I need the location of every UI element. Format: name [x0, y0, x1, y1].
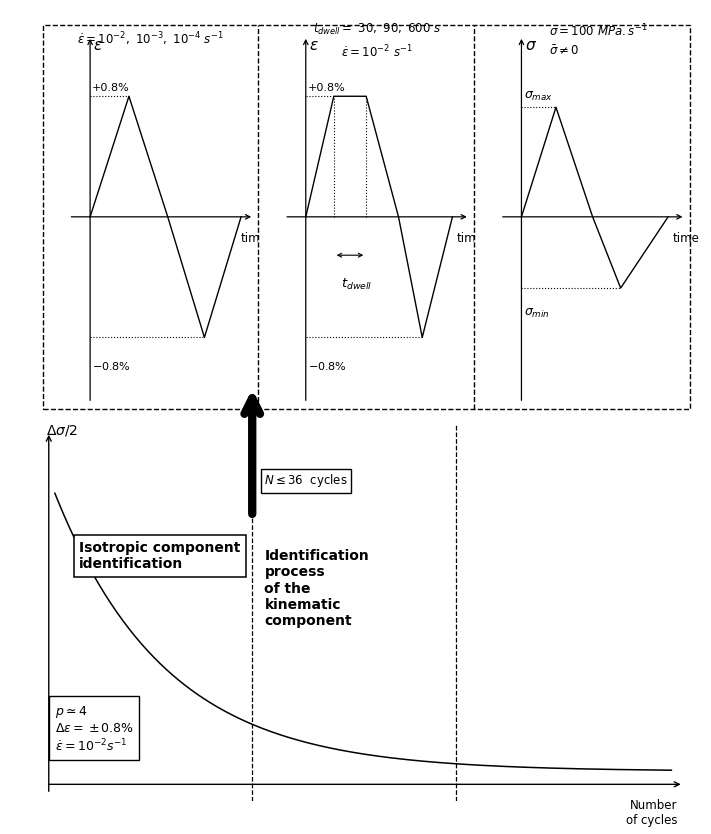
Text: time: time — [241, 232, 268, 244]
Text: Isotropic component
identification: Isotropic component identification — [80, 540, 240, 571]
Text: +0.8%: +0.8% — [92, 83, 130, 93]
Text: $\varepsilon$: $\varepsilon$ — [93, 38, 103, 53]
Text: Number
of cycles: Number of cycles — [626, 799, 678, 827]
Text: $-$0.8%: $-$0.8% — [308, 360, 347, 372]
Text: time: time — [673, 232, 700, 244]
Text: $p \simeq 4$
$\Delta\varepsilon = \pm 0.8\%$
$\dot{\varepsilon} = 10^{-2}s^{-1}$: $p \simeq 4$ $\Delta\varepsilon = \pm 0.… — [55, 704, 134, 754]
Text: $\dot{\varepsilon} = 10^{-2},\ 10^{-3},\ 10^{-4}\ s^{-1}$: $\dot{\varepsilon} = 10^{-2},\ 10^{-3},\… — [77, 31, 224, 48]
Text: $\dot{\sigma} = 100\ MPa.s^{-1}$
$\bar{\sigma} \neq 0$: $\dot{\sigma} = 100\ MPa.s^{-1}$ $\bar{\… — [550, 23, 648, 58]
Text: $-$0.8%: $-$0.8% — [92, 360, 131, 372]
Text: $\sigma$: $\sigma$ — [525, 38, 537, 53]
Text: time: time — [456, 232, 483, 244]
Text: $\sigma_{max}$: $\sigma_{max}$ — [523, 90, 552, 103]
Text: $\sigma_{min}$: $\sigma_{min}$ — [523, 306, 550, 319]
Text: $t_{dwell}$: $t_{dwell}$ — [341, 277, 373, 292]
Text: $\varepsilon$: $\varepsilon$ — [309, 38, 319, 53]
Text: $\Delta\sigma/2$: $\Delta\sigma/2$ — [46, 424, 77, 439]
Text: $t_{dwell} =\ 30,\ 90,\ 600\ s$
$\dot{\varepsilon} = 10^{-2}\ s^{-1}$: $t_{dwell} =\ 30,\ 90,\ 600\ s$ $\dot{\v… — [313, 23, 442, 61]
Text: $N \leq 36$  cycles: $N \leq 36$ cycles — [264, 472, 348, 490]
Text: +0.8%: +0.8% — [308, 83, 346, 93]
Text: Identification
process
of the
kinematic
component: Identification process of the kinematic … — [264, 549, 369, 628]
